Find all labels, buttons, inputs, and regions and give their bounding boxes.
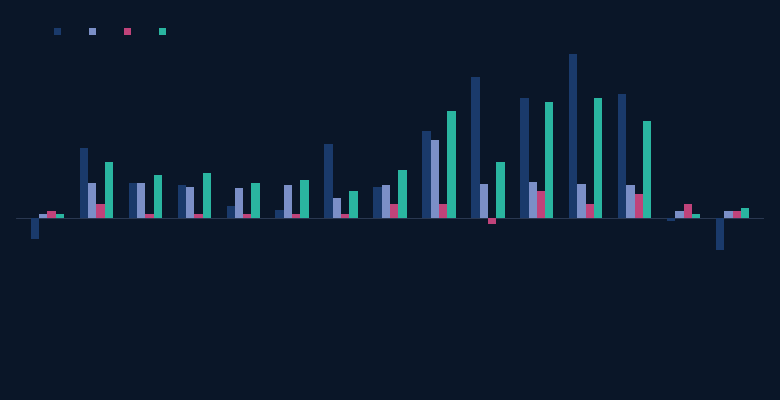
Bar — [203, 173, 211, 218]
Bar — [251, 183, 260, 218]
Bar — [725, 211, 732, 218]
Bar — [741, 208, 750, 218]
Bar — [324, 144, 333, 218]
Bar — [399, 170, 406, 218]
Bar — [80, 148, 88, 218]
Bar — [496, 162, 505, 218]
Bar — [635, 194, 643, 218]
Bar — [545, 102, 554, 218]
Bar — [48, 211, 55, 218]
Bar — [683, 204, 692, 218]
Bar — [569, 54, 577, 218]
Bar — [194, 214, 203, 218]
Bar — [431, 140, 439, 218]
Bar — [97, 204, 105, 218]
Bar — [626, 185, 635, 218]
Bar — [349, 190, 358, 218]
Bar — [732, 211, 741, 218]
Bar — [716, 218, 725, 250]
Bar — [537, 190, 545, 218]
Bar — [300, 180, 309, 218]
Bar — [154, 175, 162, 218]
Bar — [471, 77, 480, 218]
Bar — [374, 187, 381, 218]
Bar — [422, 131, 431, 218]
Bar — [618, 94, 626, 218]
Bar — [292, 214, 300, 218]
Bar — [105, 162, 113, 218]
Bar — [488, 218, 496, 224]
Bar — [675, 211, 683, 218]
Bar — [447, 111, 456, 218]
Bar — [480, 184, 488, 218]
Bar — [439, 204, 447, 218]
Bar — [243, 214, 251, 218]
Bar — [235, 188, 243, 218]
Bar — [284, 185, 292, 218]
Bar — [137, 183, 145, 218]
Bar — [381, 185, 390, 218]
Bar — [594, 98, 602, 218]
Bar — [39, 214, 48, 218]
Bar — [88, 183, 97, 218]
Bar — [577, 184, 586, 218]
Bar — [667, 218, 675, 222]
Bar — [145, 214, 154, 218]
Bar — [226, 206, 235, 218]
Bar — [30, 218, 39, 239]
Bar — [341, 214, 349, 218]
Bar — [333, 198, 341, 218]
Bar — [520, 98, 529, 218]
Bar — [529, 182, 537, 218]
Bar — [129, 183, 137, 218]
Legend: , , , : , , , — [51, 23, 174, 41]
Bar — [390, 204, 399, 218]
Bar — [186, 187, 194, 218]
Bar — [643, 121, 651, 218]
Bar — [178, 185, 186, 218]
Bar — [275, 210, 284, 218]
Bar — [586, 204, 594, 218]
Bar — [692, 214, 700, 218]
Bar — [55, 214, 64, 218]
